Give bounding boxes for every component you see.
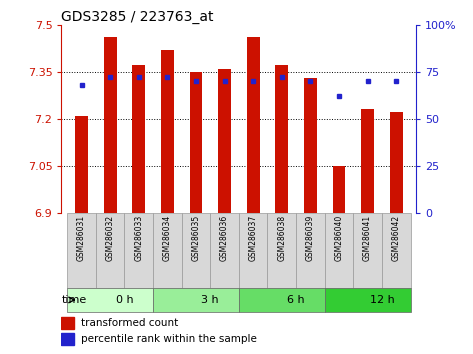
Bar [390, 113, 403, 213]
Text: GDS3285 / 223763_at: GDS3285 / 223763_at [61, 10, 214, 24]
Text: percentile rank within the sample: percentile rank within the sample [81, 334, 257, 344]
Text: GSM286031: GSM286031 [77, 215, 86, 261]
Bar [96, 213, 124, 288]
Bar [124, 213, 153, 288]
Text: transformed count: transformed count [81, 318, 178, 329]
Bar [132, 65, 145, 213]
Text: GSM286035: GSM286035 [192, 215, 201, 261]
Bar [218, 69, 231, 213]
Bar [324, 213, 353, 288]
Bar [267, 213, 296, 288]
Bar [296, 213, 324, 288]
Bar [324, 288, 411, 312]
Bar [333, 166, 345, 213]
Text: GSM286042: GSM286042 [392, 215, 401, 261]
Text: GSM286036: GSM286036 [220, 215, 229, 261]
Bar [361, 109, 374, 213]
Bar [161, 50, 174, 213]
Text: 12 h: 12 h [369, 295, 394, 305]
Bar [210, 213, 239, 288]
Bar [67, 213, 96, 288]
Bar [61, 317, 74, 330]
Bar [61, 333, 74, 345]
Text: 6 h: 6 h [287, 295, 305, 305]
Text: GSM286041: GSM286041 [363, 215, 372, 261]
Text: GSM286040: GSM286040 [334, 215, 343, 261]
Text: time: time [62, 295, 87, 305]
Bar [247, 37, 260, 213]
Text: GSM286032: GSM286032 [105, 215, 114, 261]
Text: GSM286033: GSM286033 [134, 215, 143, 261]
Bar [304, 78, 317, 213]
Text: 0 h: 0 h [115, 295, 133, 305]
Bar [239, 288, 324, 312]
Bar [67, 288, 153, 312]
Text: GSM286039: GSM286039 [306, 215, 315, 261]
Bar [153, 213, 182, 288]
Bar [275, 65, 288, 213]
Text: GSM286034: GSM286034 [163, 215, 172, 261]
Bar [104, 37, 116, 213]
Bar [353, 213, 382, 288]
Bar [239, 213, 267, 288]
Bar [182, 213, 210, 288]
Bar [190, 72, 202, 213]
Text: 3 h: 3 h [201, 295, 219, 305]
Text: GSM286037: GSM286037 [249, 215, 258, 261]
Bar [75, 116, 88, 213]
Text: GSM286038: GSM286038 [277, 215, 286, 261]
Bar [153, 288, 239, 312]
Bar [382, 213, 411, 288]
